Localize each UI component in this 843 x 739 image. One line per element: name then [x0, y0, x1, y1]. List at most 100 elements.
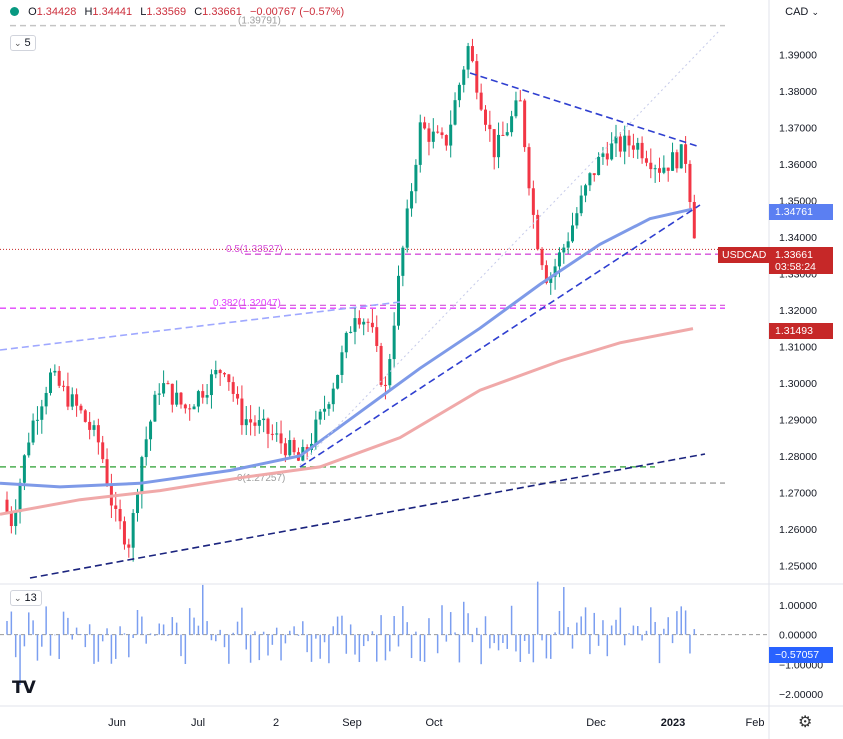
candle-body [144, 439, 148, 458]
volume-indicator-toggle[interactable]: ⌄ 13 [10, 590, 42, 606]
candle-body [527, 147, 531, 189]
candle-body [379, 345, 383, 385]
candle-body [253, 422, 257, 426]
candle-body [131, 513, 135, 548]
candle-body [57, 370, 61, 386]
candle-body [49, 372, 52, 393]
candle-body [375, 327, 379, 346]
candle-body [318, 411, 322, 420]
candle-body [392, 325, 396, 360]
long-term-trendline [29, 453, 706, 579]
candle-body [162, 383, 166, 394]
candle-body [627, 135, 631, 146]
candle-body [497, 134, 501, 158]
fib-level-label: 0.382(1.32047) [213, 298, 281, 309]
y-tick-label: 1.29000 [779, 414, 817, 426]
gear-icon[interactable]: ⚙ [798, 714, 813, 731]
candle-body [575, 213, 579, 226]
candle-body [623, 135, 627, 152]
candle-body [314, 419, 318, 444]
open-value: 1.34428 [36, 6, 77, 18]
x-tick-label: 2 [273, 717, 279, 729]
candle-body [336, 374, 340, 389]
symbol-label: USDCAD [718, 247, 771, 263]
candle-body [579, 195, 583, 214]
candle-body [136, 494, 139, 514]
candle-body [566, 241, 570, 248]
candle-body [323, 408, 327, 412]
candle-body [127, 544, 131, 548]
last-price-label: 1.33661 03:58:24 [769, 247, 833, 274]
y-tick-label: 1.38000 [779, 86, 817, 98]
candle-body [653, 168, 657, 170]
candle-body [557, 252, 561, 267]
candle-body [684, 144, 688, 164]
fib-level-label: 0(1.27257) [237, 473, 285, 484]
open-key: O [28, 6, 37, 18]
candle-body [688, 163, 692, 203]
tradingview-logo[interactable]: TV [12, 678, 36, 698]
candle-body [440, 132, 444, 136]
candle-body [479, 92, 483, 110]
candle-body [305, 447, 309, 450]
candle-body [75, 394, 79, 406]
candle-body [401, 247, 405, 276]
candle-body [383, 384, 387, 386]
candle-body [231, 382, 235, 394]
candle-body [53, 370, 57, 373]
candle-body [523, 100, 527, 148]
currency-selector[interactable]: CAD ⌄ [785, 6, 819, 18]
candle-body [105, 459, 109, 486]
ohlc-readout: O1.34428 H1.34441 L1.33569 C1.33661 −0.0… [10, 6, 349, 18]
ma-fast-line [0, 207, 693, 489]
last-price-value: 1.33661 [775, 249, 813, 261]
y-tick-label: 1.26000 [779, 524, 817, 536]
candle-body [14, 512, 18, 527]
candle-body [118, 508, 122, 522]
candle-body [427, 128, 431, 142]
y-tick-label: 1.31000 [779, 341, 817, 353]
fib-diagonal [299, 29, 721, 466]
high-value: 1.34441 [92, 6, 133, 18]
candle-body [370, 322, 374, 328]
candle-body [92, 425, 96, 430]
oscillator-value-label: −0.57057 [769, 647, 833, 663]
candle-body [96, 425, 100, 443]
candle-body [236, 393, 240, 399]
y-tick-label: 1.25000 [779, 560, 817, 572]
candle-body [331, 388, 335, 405]
bar-countdown: 03:58:24 [775, 261, 816, 273]
candle-body [279, 433, 283, 444]
candle-body [414, 164, 418, 192]
candle-body [418, 122, 422, 165]
candle-body [9, 512, 13, 527]
fib-level-label: 0.5(1.33527) [226, 244, 283, 255]
y-tick-label: 1.27000 [779, 487, 817, 499]
candle-body [501, 134, 505, 136]
candle-body [266, 418, 270, 434]
candle-body [179, 392, 183, 405]
x-tick-label: Feb [746, 717, 765, 729]
candle-body [340, 352, 344, 375]
candle-body [101, 442, 105, 460]
candle-body [114, 505, 118, 509]
y-tick-label: 1.32000 [779, 305, 817, 317]
candle-body [366, 321, 370, 323]
candle-body [157, 393, 161, 395]
candle-body [679, 144, 683, 169]
close-value: 1.33661 [202, 6, 242, 18]
change-value: −0.00767 (−0.57%) [249, 6, 345, 18]
candle-body [35, 419, 39, 421]
low-key: L [140, 6, 147, 18]
candle-body [588, 173, 592, 186]
candle-body [362, 321, 366, 325]
candle-body [675, 152, 679, 169]
price-indicator-toggle[interactable]: ⌄ 5 [10, 35, 36, 51]
candle-body [22, 455, 26, 483]
high-key: H [84, 6, 93, 18]
candle-body [27, 442, 31, 456]
candle-body [88, 421, 92, 430]
candle-body [170, 383, 174, 405]
candle-body [83, 410, 87, 422]
